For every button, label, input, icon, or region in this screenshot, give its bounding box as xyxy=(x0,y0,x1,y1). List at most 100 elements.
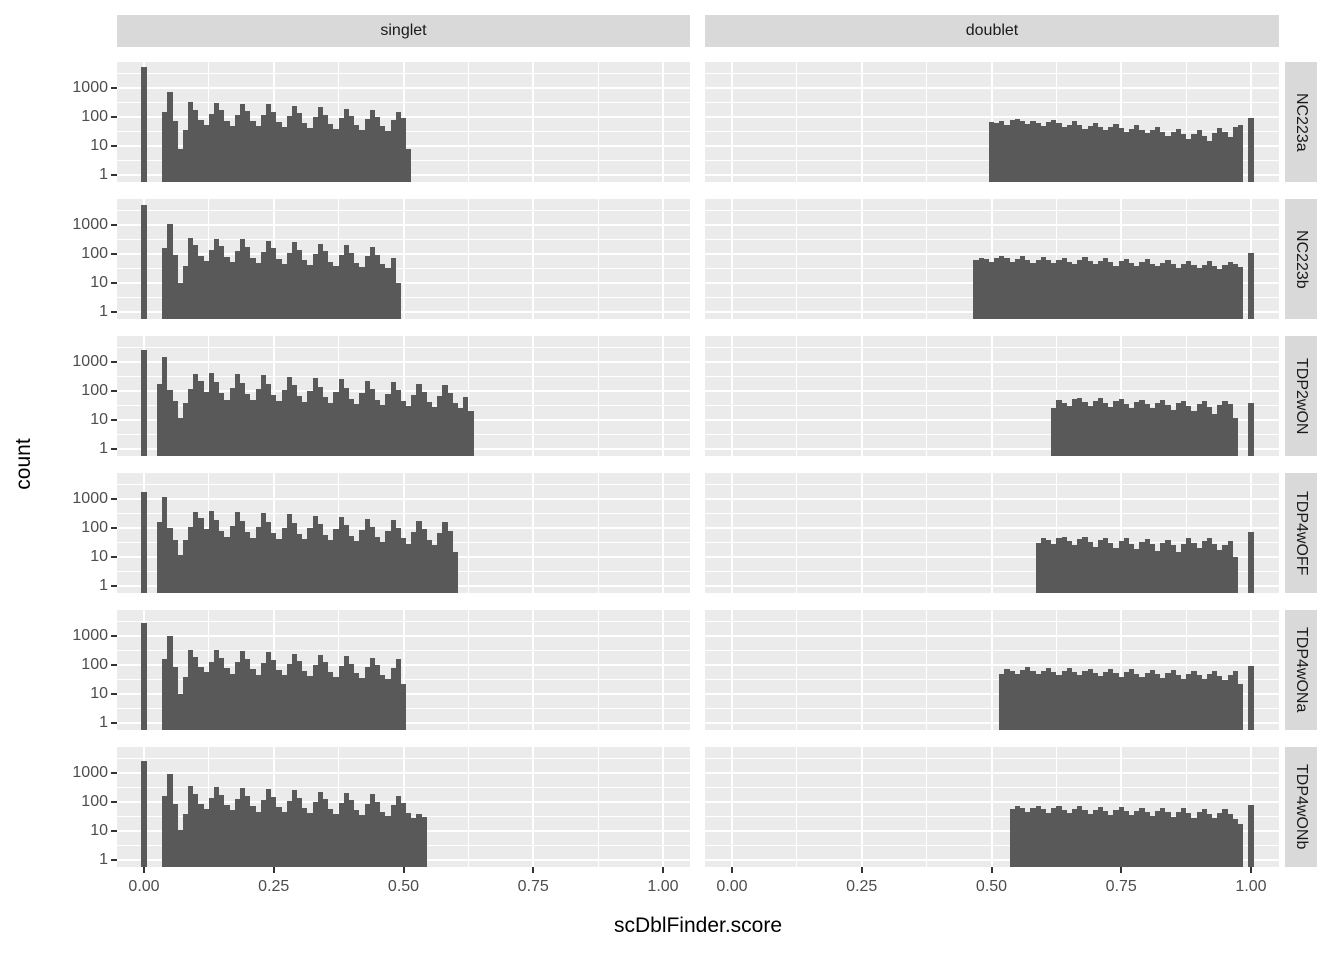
minor-gridline-x xyxy=(1185,747,1187,867)
histogram-bar xyxy=(1206,813,1213,867)
histogram-bar xyxy=(411,817,417,867)
histogram-bar xyxy=(452,403,458,456)
histogram-bar xyxy=(1217,812,1223,867)
minor-gridline-x xyxy=(467,610,469,730)
histogram-bar xyxy=(1248,532,1254,593)
major-gridline-x xyxy=(402,199,405,319)
x-axis-tick-label: 0.25 xyxy=(258,878,290,895)
histogram-bar xyxy=(188,101,194,182)
histogram-bar xyxy=(432,544,438,593)
x-axis-tick xyxy=(662,867,664,873)
histogram-bar xyxy=(291,653,298,730)
y-axis-tick xyxy=(111,361,117,363)
y-axis-tick xyxy=(111,801,117,803)
histogram-bar xyxy=(1134,810,1140,867)
histogram-bar xyxy=(390,519,396,593)
major-gridline-x xyxy=(731,473,733,593)
histogram-bar xyxy=(421,817,427,867)
histogram-bar xyxy=(167,389,173,456)
histogram-bar xyxy=(380,542,386,593)
minor-gridline-x xyxy=(1055,473,1057,593)
histogram-bar xyxy=(214,787,220,867)
histogram-bar xyxy=(1227,262,1233,319)
histogram-bar xyxy=(338,255,344,319)
y-axis-tick xyxy=(111,311,117,313)
histogram-bar xyxy=(1248,117,1254,182)
minor-gridline-x xyxy=(467,62,469,182)
histogram-bar xyxy=(380,811,386,867)
histogram-bar xyxy=(1077,398,1083,456)
minor-gridline-x xyxy=(926,62,928,182)
y-axis-tick xyxy=(111,830,117,832)
y-axis-tick xyxy=(111,772,117,774)
histogram-bar xyxy=(400,684,407,730)
histogram-bar xyxy=(411,394,417,456)
histogram-bar xyxy=(177,694,183,730)
minor-gridline-x xyxy=(796,610,798,730)
major-gridline-x xyxy=(532,62,535,182)
histogram-bar xyxy=(1040,809,1046,867)
histogram-bar xyxy=(307,676,313,730)
histogram-bar xyxy=(1201,540,1207,593)
histogram-bar xyxy=(385,816,391,867)
histogram-bar xyxy=(1108,669,1114,730)
major-gridline-x xyxy=(1120,199,1123,319)
histogram-bar xyxy=(1191,542,1197,593)
histogram-bar xyxy=(302,123,308,182)
histogram-bar xyxy=(1134,673,1140,730)
y-axis-tick xyxy=(111,527,117,529)
histogram-bar xyxy=(1103,403,1109,456)
major-gridline-x xyxy=(532,336,535,456)
histogram-bar xyxy=(1082,810,1088,867)
histogram-bar xyxy=(1056,674,1062,730)
histogram-bar xyxy=(1212,543,1218,593)
y-axis-tick-label: 10 xyxy=(90,822,108,839)
histogram-bar xyxy=(1212,671,1218,730)
histogram-bar xyxy=(1087,541,1093,593)
histogram-bar xyxy=(994,123,1000,182)
histogram-bar xyxy=(1123,811,1130,867)
histogram-bar xyxy=(359,678,365,730)
histogram-bar xyxy=(374,801,381,867)
y-axis-tick xyxy=(111,693,117,695)
histogram-bar xyxy=(1170,545,1176,593)
histogram-bar xyxy=(395,283,401,319)
histogram-bar xyxy=(1191,133,1197,182)
y-axis-tick-label: 1 xyxy=(99,851,108,868)
panel-TDP2wON-doublet xyxy=(705,336,1279,456)
histogram-bar xyxy=(400,118,407,182)
histogram-bar xyxy=(1092,123,1098,182)
histogram-bar xyxy=(276,538,282,593)
major-gridline-x xyxy=(860,473,863,593)
histogram-bar xyxy=(172,667,178,730)
major-gridline-x xyxy=(990,199,993,319)
histogram-bar xyxy=(406,148,412,182)
x-axis-tick xyxy=(731,867,733,873)
histogram-bar xyxy=(302,260,308,319)
histogram-bar xyxy=(208,372,215,456)
facet-row-strip-NC223a: NC223a xyxy=(1285,62,1317,182)
histogram-bar xyxy=(1045,540,1052,593)
histogram-bar xyxy=(312,378,318,456)
histogram-bar xyxy=(1087,813,1093,867)
histogram-bar xyxy=(281,527,287,593)
y-axis-tick xyxy=(111,174,117,176)
facet-row-strip-TDP4wONa: TDP4wONa xyxy=(1285,610,1317,730)
histogram-bar xyxy=(234,114,240,182)
histogram-bar xyxy=(1113,673,1119,730)
histogram-bar xyxy=(1170,132,1176,182)
x-axis-tick-label: 0.50 xyxy=(387,878,420,895)
histogram-bar xyxy=(182,540,189,593)
histogram-bar xyxy=(177,417,183,456)
histogram-bar xyxy=(1180,678,1187,730)
histogram-bar xyxy=(1045,260,1052,319)
histogram-bar xyxy=(302,539,308,593)
histogram-bar xyxy=(141,491,147,593)
y-axis-tick-label: 100 xyxy=(81,793,108,810)
histogram-bar xyxy=(297,797,303,867)
histogram-bar xyxy=(426,401,433,456)
histogram-bar xyxy=(234,511,240,593)
histogram-bar xyxy=(390,382,396,456)
histogram-bar xyxy=(162,796,168,867)
histogram-bar xyxy=(354,262,360,319)
